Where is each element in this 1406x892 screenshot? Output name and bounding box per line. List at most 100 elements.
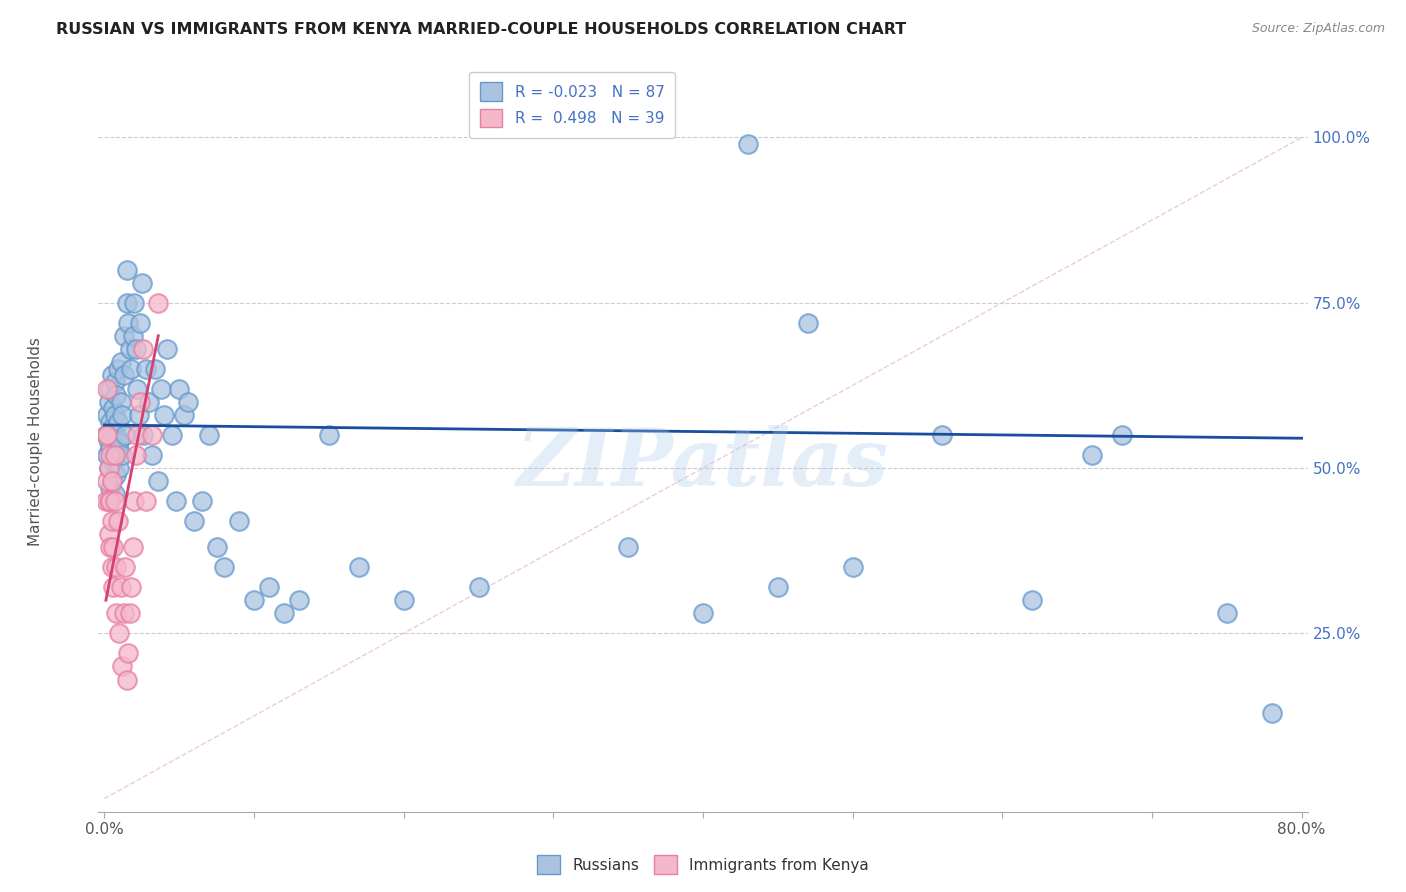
Point xyxy=(118,607,141,621)
Point xyxy=(117,316,139,330)
Point xyxy=(110,355,132,369)
Point xyxy=(101,474,124,488)
Point xyxy=(107,514,129,528)
Point xyxy=(212,560,235,574)
Point xyxy=(108,434,131,449)
Point xyxy=(101,514,124,528)
Point xyxy=(931,428,953,442)
Point xyxy=(110,395,132,409)
Point xyxy=(104,408,127,422)
Point xyxy=(129,316,152,330)
Point xyxy=(103,580,125,594)
Point xyxy=(97,434,120,449)
Point xyxy=(97,527,120,541)
Point xyxy=(96,428,118,442)
Point xyxy=(100,448,122,462)
Point xyxy=(135,361,157,376)
Point xyxy=(121,541,143,555)
Point xyxy=(104,448,127,462)
Point xyxy=(467,580,489,594)
Point xyxy=(153,408,176,422)
Point xyxy=(111,408,134,422)
Point xyxy=(105,467,128,482)
Point xyxy=(100,494,122,508)
Point xyxy=(103,454,125,468)
Point xyxy=(141,448,163,462)
Point xyxy=(105,607,128,621)
Point xyxy=(167,382,190,396)
Point xyxy=(97,461,120,475)
Point xyxy=(243,593,266,607)
Point xyxy=(96,448,118,462)
Point xyxy=(156,342,179,356)
Point xyxy=(96,408,118,422)
Point xyxy=(125,342,148,356)
Point xyxy=(115,262,138,277)
Point xyxy=(115,673,138,687)
Point xyxy=(392,593,415,607)
Point xyxy=(103,401,125,416)
Point xyxy=(108,461,131,475)
Point xyxy=(121,328,143,343)
Point xyxy=(190,494,212,508)
Point xyxy=(112,328,135,343)
Point xyxy=(138,395,160,409)
Point xyxy=(165,494,187,508)
Point xyxy=(96,474,118,488)
Point xyxy=(101,474,124,488)
Point xyxy=(198,428,221,442)
Legend: R = -0.023   N = 87, R =  0.498   N = 39: R = -0.023 N = 87, R = 0.498 N = 39 xyxy=(468,71,675,138)
Point xyxy=(737,137,759,152)
Point xyxy=(97,494,120,508)
Point xyxy=(128,408,150,422)
Point xyxy=(107,361,129,376)
Point xyxy=(135,494,157,508)
Point xyxy=(104,375,127,389)
Point xyxy=(103,428,125,442)
Point xyxy=(100,541,122,555)
Point xyxy=(129,395,152,409)
Point xyxy=(692,607,714,621)
Point xyxy=(120,580,142,594)
Point xyxy=(94,428,117,442)
Point xyxy=(100,382,122,396)
Point xyxy=(101,368,124,383)
Point xyxy=(1081,448,1104,462)
Point xyxy=(347,560,370,574)
Point xyxy=(111,659,134,673)
Point xyxy=(124,295,146,310)
Point xyxy=(104,487,127,501)
Point xyxy=(273,607,295,621)
Point xyxy=(96,382,118,396)
Point xyxy=(841,560,863,574)
Legend: Russians, Immigrants from Kenya: Russians, Immigrants from Kenya xyxy=(531,849,875,880)
Point xyxy=(131,276,153,290)
Point xyxy=(97,395,120,409)
Point xyxy=(120,361,142,376)
Point xyxy=(1111,428,1133,442)
Point xyxy=(288,593,311,607)
Point xyxy=(1260,706,1282,720)
Point xyxy=(105,388,128,402)
Point xyxy=(205,541,228,555)
Point xyxy=(132,428,155,442)
Text: Source: ZipAtlas.com: Source: ZipAtlas.com xyxy=(1251,22,1385,36)
Point xyxy=(148,474,170,488)
Point xyxy=(100,441,122,455)
Point xyxy=(141,428,163,442)
Point xyxy=(110,580,132,594)
Text: ZIPatlas: ZIPatlas xyxy=(517,425,889,502)
Text: RUSSIAN VS IMMIGRANTS FROM KENYA MARRIED-COUPLE HOUSEHOLDS CORRELATION CHART: RUSSIAN VS IMMIGRANTS FROM KENYA MARRIED… xyxy=(56,22,907,37)
Point xyxy=(118,342,141,356)
Point xyxy=(150,382,173,396)
Point xyxy=(132,342,155,356)
Point xyxy=(104,494,127,508)
Point xyxy=(94,494,117,508)
Point xyxy=(173,408,195,422)
Point xyxy=(177,395,200,409)
Point xyxy=(107,415,129,429)
Y-axis label: Married-couple Households: Married-couple Households xyxy=(28,337,42,546)
Point xyxy=(1021,593,1043,607)
Point xyxy=(101,421,124,435)
Point xyxy=(114,428,136,442)
